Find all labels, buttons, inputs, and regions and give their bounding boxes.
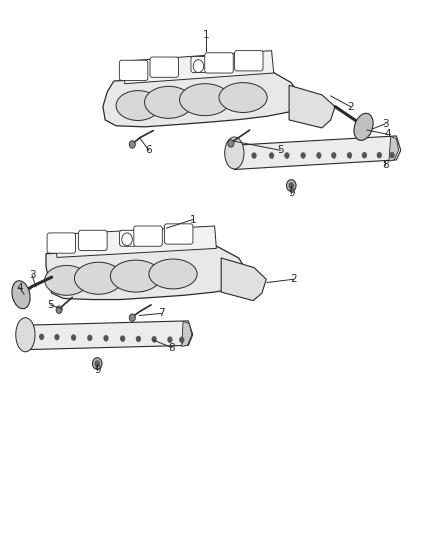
Ellipse shape (74, 262, 123, 294)
Circle shape (286, 180, 296, 191)
Text: 5: 5 (277, 146, 284, 155)
Circle shape (95, 361, 99, 366)
Circle shape (39, 334, 44, 340)
FancyBboxPatch shape (119, 60, 148, 80)
Circle shape (347, 152, 352, 158)
Text: 5: 5 (47, 300, 54, 310)
Text: 3: 3 (28, 270, 35, 280)
Circle shape (54, 334, 60, 341)
Text: 2: 2 (347, 102, 354, 111)
Circle shape (120, 335, 125, 342)
Polygon shape (389, 136, 399, 161)
Circle shape (92, 358, 102, 369)
Text: 6: 6 (145, 146, 152, 155)
Ellipse shape (45, 265, 88, 295)
Ellipse shape (145, 86, 193, 118)
Circle shape (377, 152, 382, 158)
Circle shape (389, 152, 395, 158)
Circle shape (152, 336, 157, 343)
FancyBboxPatch shape (234, 51, 263, 71)
Text: 9: 9 (288, 188, 295, 198)
Circle shape (300, 152, 306, 159)
Circle shape (193, 60, 204, 72)
Text: 3: 3 (382, 119, 389, 128)
Text: 8: 8 (382, 160, 389, 170)
Circle shape (129, 314, 135, 321)
Polygon shape (182, 321, 192, 346)
FancyBboxPatch shape (120, 230, 136, 246)
Circle shape (284, 152, 290, 159)
FancyBboxPatch shape (134, 226, 162, 246)
Text: 7: 7 (158, 309, 165, 318)
Text: 2: 2 (290, 274, 297, 284)
Circle shape (362, 152, 367, 158)
FancyBboxPatch shape (150, 57, 178, 77)
Text: 1: 1 (202, 30, 209, 39)
Circle shape (251, 152, 257, 159)
Circle shape (331, 152, 336, 158)
Circle shape (269, 152, 274, 159)
FancyBboxPatch shape (78, 230, 107, 251)
Ellipse shape (219, 83, 267, 112)
Ellipse shape (354, 114, 373, 140)
Text: 8: 8 (168, 343, 175, 352)
FancyBboxPatch shape (191, 56, 208, 72)
Circle shape (179, 337, 184, 343)
Text: 4: 4 (384, 130, 391, 139)
Circle shape (316, 152, 321, 158)
Text: 4: 4 (16, 283, 23, 293)
Ellipse shape (225, 137, 244, 169)
Ellipse shape (16, 318, 35, 352)
Polygon shape (19, 321, 193, 350)
Circle shape (136, 336, 141, 342)
Text: 1: 1 (189, 215, 196, 224)
Circle shape (289, 183, 293, 188)
Polygon shape (55, 226, 216, 257)
Polygon shape (228, 136, 401, 169)
Circle shape (228, 140, 234, 147)
Polygon shape (46, 246, 247, 300)
Circle shape (103, 335, 109, 342)
FancyBboxPatch shape (164, 224, 193, 244)
Ellipse shape (12, 281, 30, 309)
Ellipse shape (110, 260, 161, 292)
Polygon shape (221, 258, 266, 301)
Polygon shape (123, 51, 274, 84)
Ellipse shape (116, 91, 160, 120)
Ellipse shape (180, 84, 230, 116)
FancyBboxPatch shape (205, 53, 233, 73)
Text: 9: 9 (94, 366, 101, 375)
Polygon shape (289, 85, 335, 128)
Circle shape (56, 306, 62, 313)
Circle shape (87, 335, 92, 341)
Circle shape (129, 141, 135, 148)
Circle shape (122, 233, 132, 246)
Polygon shape (103, 71, 300, 127)
Circle shape (71, 334, 76, 341)
FancyBboxPatch shape (47, 233, 76, 253)
Circle shape (167, 336, 173, 343)
Ellipse shape (149, 259, 197, 289)
